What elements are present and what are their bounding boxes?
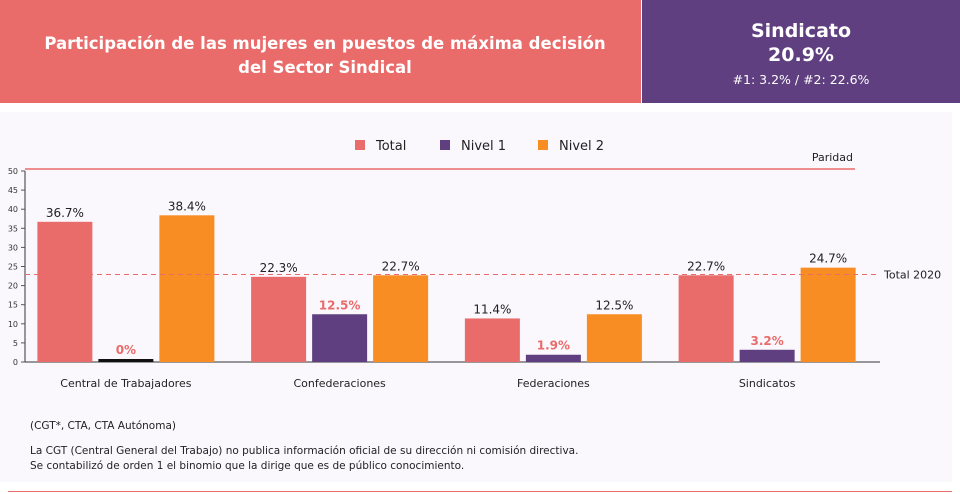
- note-organizations: (CGT*, CTA, CTA Autónoma): [30, 420, 176, 432]
- data-label: 11.4%: [473, 302, 511, 316]
- data-label: 22.7%: [687, 259, 725, 273]
- data-label: 3.2%: [750, 334, 783, 348]
- kpi-card: Sindicato 20.9% #1: 3.2% / #2: 22.6%: [642, 0, 960, 103]
- legend-label: Nivel 2: [559, 139, 604, 154]
- data-label: 22.3%: [260, 261, 298, 275]
- bar: [525, 354, 581, 362]
- kpi-label: Sindicato: [750, 20, 852, 42]
- legend-label: Nivel 1: [461, 139, 506, 154]
- data-label: 36.7%: [46, 206, 84, 220]
- y-tick-label: 45: [8, 186, 18, 195]
- bar: [678, 275, 734, 362]
- legend-swatch: [538, 140, 548, 150]
- y-tick-label: 25: [8, 263, 18, 272]
- legend-swatch: [355, 140, 365, 150]
- data-label: 38.4%: [168, 199, 206, 213]
- x-tick-label: Sindicatos: [739, 377, 796, 390]
- page-title-line-1: Participación de las mujeres en puestos …: [44, 34, 606, 53]
- bar: [464, 318, 520, 362]
- note-method: Se contabilizó de orden 1 el binomio que…: [30, 460, 465, 472]
- bar: [251, 276, 307, 362]
- y-tick-label: 20: [8, 282, 18, 291]
- y-tick-label: 15: [8, 301, 18, 310]
- data-label: 12.5%: [595, 298, 633, 312]
- legend-swatch: [440, 140, 450, 150]
- bar: [739, 349, 795, 362]
- y-tick-label: 5: [13, 339, 18, 348]
- x-tick-label: Confederaciones: [293, 377, 386, 390]
- y-tick-label: 35: [8, 224, 18, 233]
- bar: [586, 314, 642, 362]
- data-label: 12.5%: [319, 298, 361, 312]
- x-tick-label: Central de Trabajadores: [60, 377, 191, 390]
- y-tick-label: 30: [8, 243, 18, 252]
- parity-label: Paridad: [812, 151, 853, 164]
- kpi-subtext: #1: 3.2% / #2: 22.6%: [732, 72, 870, 87]
- bar: [312, 314, 368, 362]
- kpi-value: 20.9%: [768, 44, 834, 66]
- data-label: 22.7%: [382, 259, 420, 273]
- footer-divider: [8, 491, 952, 492]
- y-tick-label: 40: [8, 205, 18, 214]
- bar: [159, 215, 215, 362]
- page-title: Participación de las mujeres en puestos …: [30, 32, 620, 80]
- data-label: 24.7%: [809, 252, 847, 266]
- bar: [373, 275, 429, 362]
- bar: [37, 221, 93, 362]
- bar: [98, 359, 154, 362]
- y-tick-label: 10: [8, 320, 18, 329]
- page-title-line-2: del Sector Sindical: [238, 58, 412, 77]
- bar: [800, 267, 856, 362]
- header-banner: Participación de las mujeres en puestos …: [0, 0, 641, 103]
- y-tick-label: 0: [13, 358, 18, 367]
- data-label: 0%: [116, 343, 136, 357]
- data-label: 1.9%: [537, 339, 570, 353]
- total-2020-label: Total 2020: [883, 269, 941, 282]
- note-cgt: La CGT (Central General del Trabajo) no …: [30, 445, 579, 457]
- y-tick-label: 50: [8, 167, 18, 176]
- x-tick-label: Federaciones: [517, 377, 590, 390]
- chart-panel: [0, 112, 952, 482]
- legend-label: Total: [375, 139, 406, 154]
